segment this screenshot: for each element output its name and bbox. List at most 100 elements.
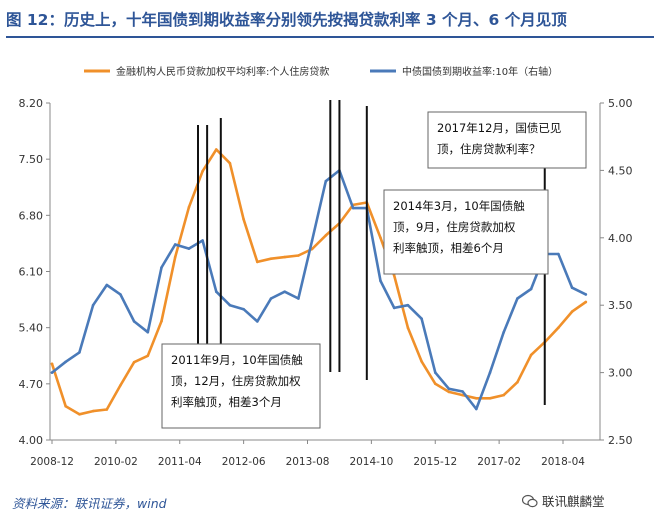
treasury-yield-point — [201, 239, 204, 242]
treasury-yield-point — [447, 387, 451, 391]
treasury-yield-point — [242, 307, 245, 311]
treasury-yield-point — [91, 303, 95, 307]
annotation-text: 2014年3月，10年国债触 — [393, 199, 525, 213]
mortgage-rate-point — [461, 393, 464, 397]
right-tick-label: 4.50 — [608, 164, 633, 177]
left-tick-label: 4.70 — [19, 378, 44, 391]
mortgage-rate-point — [392, 274, 396, 277]
x-tick-label: 2012-06 — [222, 456, 266, 468]
x-tick-label: 2010-02 — [94, 456, 138, 468]
treasury-yield-point — [132, 320, 136, 323]
right-tick-label: 2.50 — [608, 434, 633, 447]
annotation-text: 顶，9月，住房贷款加权 — [393, 220, 516, 234]
annotation-text: 顶，12月，住房贷款加权 — [171, 374, 301, 388]
mortgage-rate-point — [420, 360, 423, 363]
x-tick-label: 2014-10 — [349, 456, 393, 468]
x-tick-label: 2017-02 — [477, 456, 521, 468]
mortgage-rate-point — [50, 362, 54, 366]
treasury-yield-point — [502, 330, 506, 334]
treasury-yield-point — [215, 290, 218, 294]
mortgage-rate-point — [187, 206, 191, 209]
treasury-yield-line — [50, 169, 588, 411]
treasury-yield-point — [78, 351, 81, 354]
treasury-yield-point — [475, 407, 478, 411]
annotation-box — [383, 189, 549, 275]
annotation-text: 利率触顶，相差3个月 — [171, 395, 282, 409]
mortgage-rate-point — [324, 234, 328, 237]
x-tick-label: 2015-12 — [413, 456, 457, 468]
mortgage-rate-point — [160, 319, 163, 323]
treasury-yield-point — [228, 303, 232, 307]
chart-title: 图 12：历史上，十年国债到期收益率分别领先按揭贷款利率 3 个月、6 个月见顶 — [6, 11, 567, 29]
mortgage-rate-point — [283, 255, 287, 259]
mortgage-rate-point — [228, 161, 232, 165]
mortgage-rate-point — [105, 408, 109, 411]
x-tick-label: 2011-04 — [158, 456, 202, 468]
treasury-yield-point — [584, 293, 588, 296]
treasury-yield-point — [297, 297, 300, 300]
x-tick-label: 2008-12 — [30, 456, 74, 468]
treasury-yield-point — [173, 243, 177, 246]
axes: 8.20 7.50 6.80 6.10 5.40 4.70 4.00 5.00 4.50 4.00… — [19, 97, 633, 468]
left-tick-label: 6.10 — [19, 266, 44, 279]
treasury-yield-point — [379, 279, 382, 283]
treasury-yield-point — [488, 371, 492, 374]
mortgage-rate-point — [91, 409, 95, 413]
mortgage-rate-point — [64, 405, 67, 408]
treasury-yield-point — [461, 390, 464, 393]
left-tick-label: 5.40 — [19, 322, 44, 335]
treasury-yield-point — [160, 266, 163, 269]
mortgage-rate-point — [570, 310, 574, 313]
mortgage-rate-point — [201, 169, 204, 173]
mortgage-rate-point — [379, 236, 382, 240]
mortgage-rate-line — [50, 148, 588, 416]
treasury-yield-point — [64, 360, 67, 364]
treasury-yield-point — [105, 283, 109, 287]
treasury-yield-point — [50, 371, 54, 374]
treasury-yield-point — [146, 330, 150, 334]
mortgage-rate-point — [584, 300, 588, 304]
series-layer — [50, 148, 588, 416]
treasury-yield-point — [351, 206, 355, 210]
treasury-yield-point — [283, 290, 287, 294]
treasury-yield-point — [310, 239, 314, 242]
watermark: 联讯麒麟堂 — [522, 491, 605, 510]
treasury-yield-point — [434, 371, 437, 374]
mortgage-rate-point — [557, 326, 560, 330]
treasury-yield-point — [324, 179, 328, 183]
left-tick-label: 7.50 — [19, 153, 44, 166]
annotation-box — [427, 111, 587, 169]
title-rule — [6, 36, 654, 38]
mortgage-rate-point — [215, 148, 218, 151]
mortgage-rate-point — [132, 360, 136, 364]
mortgage-rate-point — [78, 413, 81, 416]
marker-lines — [197, 100, 546, 405]
mortgage-rate-point — [502, 393, 506, 397]
annotation-text: 2017年12月，国债已见 — [437, 121, 561, 135]
mortgage-rate-point — [297, 254, 300, 257]
treasury-yield-point — [570, 286, 574, 290]
mortgage-rate-point — [529, 353, 533, 357]
mortgage-rate-point — [516, 380, 519, 384]
x-tick-label: 2018-04 — [541, 456, 585, 468]
left-tick-label: 6.80 — [19, 209, 44, 222]
right-tick-label: 4.00 — [608, 232, 633, 245]
mortgage-rate-point — [173, 255, 177, 259]
left-tick-label: 8.20 — [19, 97, 44, 110]
mortgage-rate-point — [269, 257, 273, 261]
treasury-yield-point — [269, 297, 273, 300]
mortgage-rate-point — [119, 384, 122, 387]
right-tick-label: 3.00 — [608, 367, 633, 380]
mortgage-rate-point — [406, 326, 410, 330]
legend: 金融机构人民币贷款加权平均利率:个人住房贷款 中债国债到期收益率:10年（右轴） — [84, 65, 558, 78]
mortgage-rate-point — [488, 397, 492, 400]
treasury-yield-point — [255, 320, 259, 323]
watermark-text: 联讯麒麟堂 — [542, 494, 605, 509]
x-tick-label: 2013-08 — [286, 456, 330, 468]
right-tick-label: 5.00 — [608, 97, 633, 110]
treasury-yield-point — [392, 306, 396, 310]
right-tick-label: 3.50 — [608, 299, 633, 312]
annotation-text: 2011年9月，10年国债触 — [171, 353, 303, 367]
treasury-yield-point — [557, 252, 560, 256]
